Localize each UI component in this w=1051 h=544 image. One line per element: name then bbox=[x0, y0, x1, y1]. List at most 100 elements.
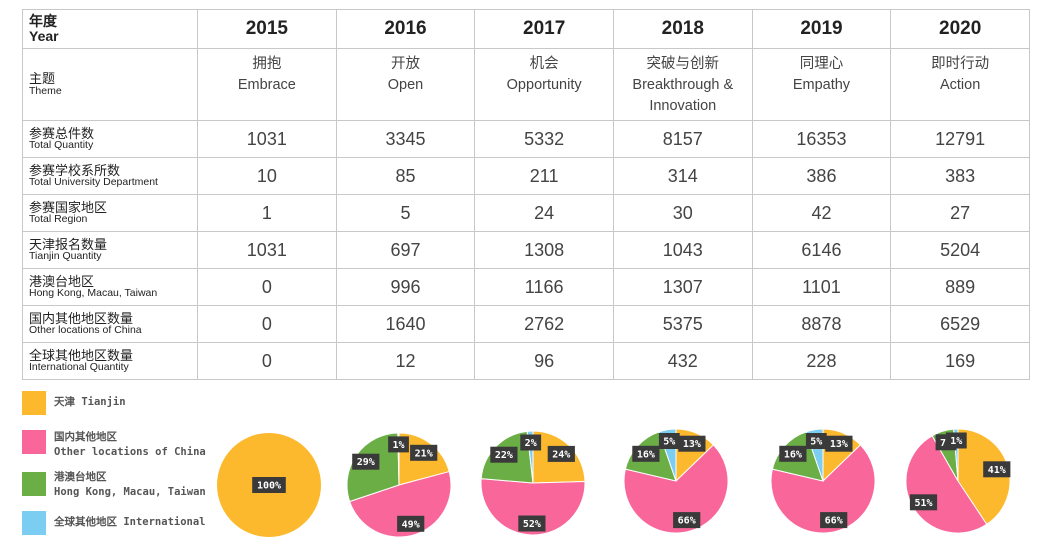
legend-label: 天津 Tianjin bbox=[54, 396, 126, 408]
data-row-total-region: 参赛国家地区 Total Region 1 5 24 30 42 27 bbox=[22, 194, 1030, 232]
pie-label: 1% bbox=[950, 436, 962, 447]
pie-label: 22% bbox=[495, 450, 513, 461]
row-label: 全球其他地区数量 International Quantity bbox=[22, 342, 198, 380]
theme-en: Action bbox=[939, 77, 981, 94]
value-cell: 5 bbox=[335, 194, 476, 232]
pie-label: 5% bbox=[810, 437, 822, 448]
theme-row: 主题 Theme 拥抱 Embrace 开放 Open 机会 Opportunity … bbox=[22, 48, 1030, 121]
value-cell: 5332 bbox=[474, 120, 614, 158]
pie-label: 29% bbox=[357, 457, 375, 468]
pie-label: 21% bbox=[415, 448, 433, 459]
row-label-zh: 参赛国家地区 bbox=[29, 199, 108, 215]
pie-label: 66% bbox=[678, 516, 696, 527]
pie-label-box bbox=[658, 433, 680, 449]
row-label: 天津报名数量 Tianjin Quantity bbox=[22, 231, 198, 269]
pie-label-box bbox=[805, 433, 827, 449]
value-cell: 383 bbox=[890, 157, 1030, 195]
pie-label: 51% bbox=[914, 498, 932, 509]
legend-swatch bbox=[22, 430, 46, 454]
pie-slice-other_china bbox=[623, 444, 729, 534]
pie-label-box bbox=[779, 445, 807, 462]
theme-zh: 同理心 bbox=[799, 56, 844, 72]
year-row: 年度 Year 2015 2016 2017 2018 2019 2020 bbox=[22, 9, 1030, 49]
value-cell: 1308 bbox=[474, 231, 614, 269]
theme-cell: 突破与创新 Breakthrough & Innovation bbox=[612, 48, 753, 121]
year-cell: 2017 bbox=[474, 9, 614, 49]
pie-label-box bbox=[520, 434, 542, 451]
value-cell: 5204 bbox=[890, 231, 1030, 269]
row-label-en: Tianjin Quantity bbox=[29, 250, 102, 263]
value-cell: 8878 bbox=[751, 305, 892, 343]
theme-zh: 拥抱 bbox=[252, 56, 282, 72]
pie-label-box bbox=[397, 515, 425, 532]
row-label: 参赛总件数 Total Quantity bbox=[22, 120, 198, 158]
row-label: 港澳台地区 Hong Kong, Macau, Taiwan bbox=[22, 268, 198, 306]
row-label-zh: 参赛学校系所数 bbox=[29, 162, 121, 178]
theme-header-cell: 主题 Theme bbox=[22, 48, 198, 121]
pie-label: 49% bbox=[402, 519, 420, 530]
data-row-total-quantity: 参赛总件数 Total Quantity 1031 3345 5332 8157 … bbox=[22, 120, 1030, 158]
value-cell: 6529 bbox=[890, 305, 1030, 343]
pie-label: 66% bbox=[825, 516, 843, 527]
year-cell: 2018 bbox=[612, 9, 753, 49]
theme-cell: 开放 Open bbox=[335, 48, 476, 121]
pie-label-box bbox=[252, 477, 286, 493]
pie-label-box bbox=[632, 445, 660, 462]
year-cell: 2016 bbox=[335, 9, 476, 49]
pie-2015: 100% bbox=[217, 433, 321, 537]
value-cell: 16353 bbox=[751, 120, 892, 158]
legend-label: 国内其他地区 Other locations of China bbox=[54, 431, 206, 458]
pie-label-box bbox=[820, 512, 848, 529]
theme-en2: Innovation bbox=[649, 98, 717, 115]
value-cell: 697 bbox=[335, 231, 476, 269]
pie-label: 52% bbox=[523, 519, 541, 530]
row-label-en: Total University Department bbox=[29, 176, 158, 189]
pie-slice-other_china bbox=[480, 478, 586, 536]
row-label-en: Hong Kong, Macau, Taiwan bbox=[29, 287, 158, 300]
year-cell: 2020 bbox=[890, 9, 1030, 49]
pie-label: 13% bbox=[830, 439, 848, 450]
theme-cell: 即时行动 Action bbox=[890, 48, 1030, 121]
value-cell: 0 bbox=[197, 268, 337, 306]
row-label-zh: 参赛总件数 bbox=[29, 125, 95, 141]
value-cell: 96 bbox=[474, 342, 614, 380]
legend-swatch bbox=[22, 391, 46, 415]
value-cell: 8157 bbox=[612, 120, 753, 158]
legend-swatch bbox=[22, 472, 46, 496]
row-label-zh: 港澳台地区 bbox=[29, 273, 95, 289]
pie-2017: 24% 52% 22% 2% bbox=[480, 430, 586, 536]
value-cell: 5375 bbox=[612, 305, 753, 343]
pie-label-box bbox=[410, 444, 438, 461]
legend-label: 港澳台地区 Hong Kong, Macau, Taiwan bbox=[54, 471, 206, 498]
pie-label: 16% bbox=[637, 449, 655, 460]
data-row-international: 全球其他地区数量 International Quantity 0 12 96 4… bbox=[22, 342, 1030, 380]
value-cell: 996 bbox=[335, 268, 476, 306]
legend-swatch bbox=[22, 511, 46, 535]
pie-2016: 21% 49% 29% 1% bbox=[346, 432, 452, 538]
pie-label-box bbox=[825, 435, 853, 452]
year-header-cell: 年度 Year bbox=[22, 9, 198, 49]
theme-en: Empathy bbox=[792, 77, 851, 94]
value-cell: 228 bbox=[751, 342, 892, 380]
pie-label: 100% bbox=[257, 481, 281, 492]
pie-label: 16% bbox=[784, 449, 802, 460]
theme-en: Embrace bbox=[237, 77, 296, 94]
value-cell: 889 bbox=[890, 268, 1030, 306]
pie-label: 2% bbox=[525, 438, 537, 449]
theme-en: Breakthrough & bbox=[632, 77, 734, 94]
value-cell: 1031 bbox=[197, 120, 337, 158]
row-label: 国内其他地区数量 Other locations of China bbox=[22, 305, 198, 343]
row-label-en: Total Region bbox=[29, 213, 88, 226]
pie-label-box bbox=[673, 512, 701, 529]
row-label-zh: 天津报名数量 bbox=[29, 236, 108, 252]
row-label-en: Total Quantity bbox=[29, 139, 94, 152]
theme-header-zh: 主题 bbox=[29, 71, 56, 87]
value-cell: 1101 bbox=[751, 268, 892, 306]
pie-label-box bbox=[909, 494, 938, 511]
theme-cell: 同理心 Empathy bbox=[751, 48, 892, 121]
value-cell: 12 bbox=[335, 342, 476, 380]
year-header-en: Year bbox=[29, 28, 59, 44]
pie-label: 5% bbox=[663, 437, 675, 448]
theme-cell: 机会 Opportunity bbox=[474, 48, 614, 121]
